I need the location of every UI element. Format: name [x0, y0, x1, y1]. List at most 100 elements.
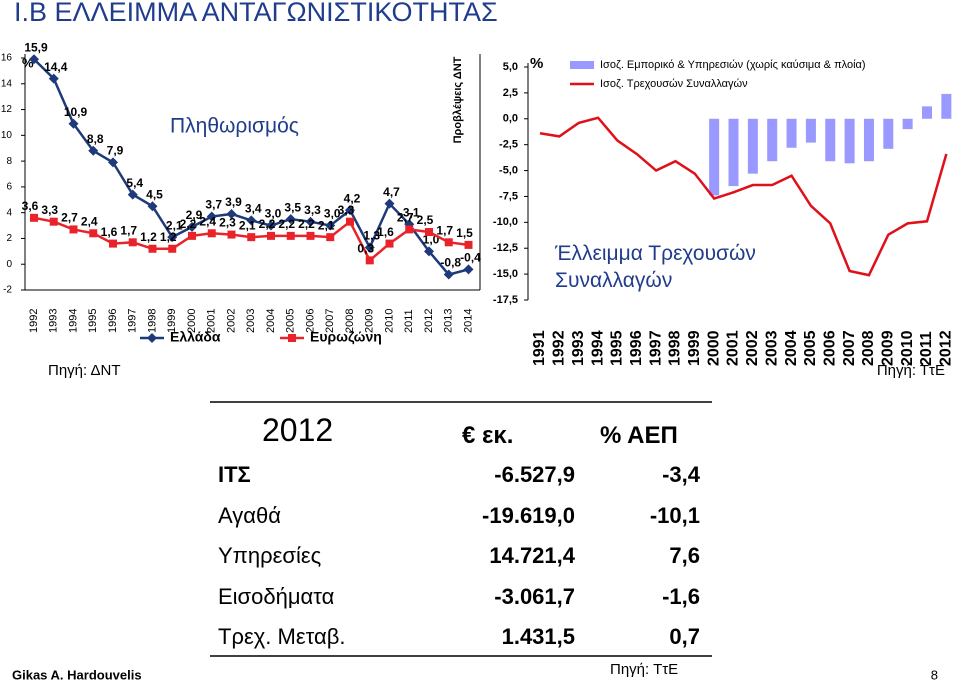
y-tick-label: -2,5	[499, 139, 518, 151]
point	[267, 231, 275, 240]
y-tick-label: -17,5	[493, 294, 518, 306]
cell-value: 1.431,5	[501, 624, 575, 649]
source: Πηγή: ΔΝΤ	[48, 362, 121, 379]
footer-source: Πηγή: ΤτΕ	[610, 661, 678, 678]
point	[69, 225, 78, 234]
point	[48, 73, 59, 84]
x-tick-label: 1991	[531, 330, 548, 366]
x-tick-label: 1996	[107, 309, 119, 333]
cell-value: -3,4	[662, 462, 700, 487]
y-tick-label: 10	[1, 130, 13, 141]
data-label: 3,1	[403, 205, 420, 219]
data-label: 2,2	[298, 217, 315, 231]
data-label: 3,5	[284, 200, 301, 214]
cell-value: -1,6	[662, 583, 700, 609]
point	[424, 246, 434, 257]
legend-marker	[288, 334, 296, 342]
point	[345, 205, 355, 216]
bar	[883, 118, 894, 149]
x-tick-label: 1999	[166, 309, 178, 333]
forecast-note: Προβλέψεις ΔΝΤ	[452, 56, 464, 143]
x-tick-label: 1995	[609, 330, 626, 366]
point	[364, 242, 375, 253]
x-tick-label: 2004	[783, 330, 800, 366]
x-tick-label: 1994	[67, 309, 79, 333]
table-header: % ΑΕΠ	[600, 422, 678, 449]
point	[305, 216, 316, 227]
y-tick-label: 5,0	[503, 61, 518, 73]
point	[89, 229, 98, 238]
data-label: 4,5	[146, 187, 163, 201]
x-tick-label: 2010	[383, 309, 395, 333]
cell-value: 7,6	[669, 543, 700, 568]
point	[425, 228, 433, 236]
data-label: 2,4	[199, 214, 216, 228]
line	[539, 116, 948, 277]
x-tick-label: 1998	[146, 309, 158, 333]
x-tick-label: 2009	[880, 330, 897, 366]
point	[227, 230, 236, 239]
point	[206, 211, 217, 222]
slide-title: I.B ΕΛΛΕΙΜΜΑ ΑΝΤΑΓΩΝΙΣΤΙΚΟΤΗΤΑΣ	[14, 0, 498, 27]
x-tick-label: 1997	[127, 309, 139, 333]
x-tick-label: 1993	[48, 309, 60, 333]
data-label: 5,4	[126, 176, 143, 190]
x-tick-label: 2005	[285, 309, 297, 333]
point	[147, 201, 158, 212]
point	[444, 238, 453, 247]
y-unit: %	[530, 55, 543, 72]
bar	[786, 118, 797, 148]
x-tick-label: 2012	[938, 330, 955, 366]
x-tick-label: 2011	[918, 331, 935, 366]
point	[30, 213, 38, 222]
x-tick-label: 2000	[186, 309, 198, 333]
point	[285, 214, 296, 225]
x-tick-label: 2007	[841, 330, 858, 366]
point	[109, 239, 117, 248]
data-label: 2,1	[166, 218, 183, 232]
point	[365, 256, 374, 265]
data-label: 3,6	[22, 199, 39, 213]
data-label: 3,4	[245, 202, 262, 216]
bar	[767, 118, 778, 162]
bar	[922, 106, 932, 119]
data-label: 10,9	[64, 105, 88, 119]
author: Gikas A. Hardouvelis	[12, 667, 142, 682]
x-tick-label: 1999	[686, 330, 703, 366]
y-tick-label: 16	[1, 53, 13, 64]
x-tick-label: 2002	[744, 330, 761, 366]
x-tick-label: 2004	[265, 309, 277, 333]
y-tick-label: -12,5	[493, 242, 518, 254]
row-label: Αγαθά	[218, 502, 281, 528]
data-label: 4,7	[383, 185, 400, 199]
data-label: 2,5	[417, 213, 434, 227]
data-label: 2,9	[186, 208, 203, 222]
table-header: 2012	[262, 412, 334, 448]
x-tick-label: 2010	[899, 330, 916, 366]
y-tick-label: 6	[6, 182, 12, 193]
point	[325, 220, 336, 231]
x-tick-label: 2003	[245, 309, 257, 333]
line	[33, 58, 469, 276]
data-label: 2,1	[239, 218, 256, 232]
point	[68, 118, 79, 129]
point	[128, 238, 137, 247]
bar	[844, 118, 855, 164]
point	[148, 244, 157, 253]
cell-value: -10,1	[649, 502, 700, 528]
legend-label: Ισοζ. Τρεχουσών Συναλλαγών	[600, 78, 748, 90]
point	[187, 221, 197, 232]
y-tick-label: 2,5	[503, 87, 518, 99]
source: Πηγή: ΤτΕ	[877, 362, 945, 379]
y-tick-label: -10,0	[493, 216, 518, 228]
point	[385, 239, 394, 248]
y-tick-label: 12	[1, 104, 13, 115]
cell-value: 14.721,4	[489, 543, 575, 568]
point	[246, 215, 257, 226]
bar	[941, 93, 952, 119]
row-label: Τρεχ. Μεταβ.	[218, 624, 346, 649]
x-tick-label: 2001	[725, 330, 742, 366]
point	[167, 232, 178, 243]
